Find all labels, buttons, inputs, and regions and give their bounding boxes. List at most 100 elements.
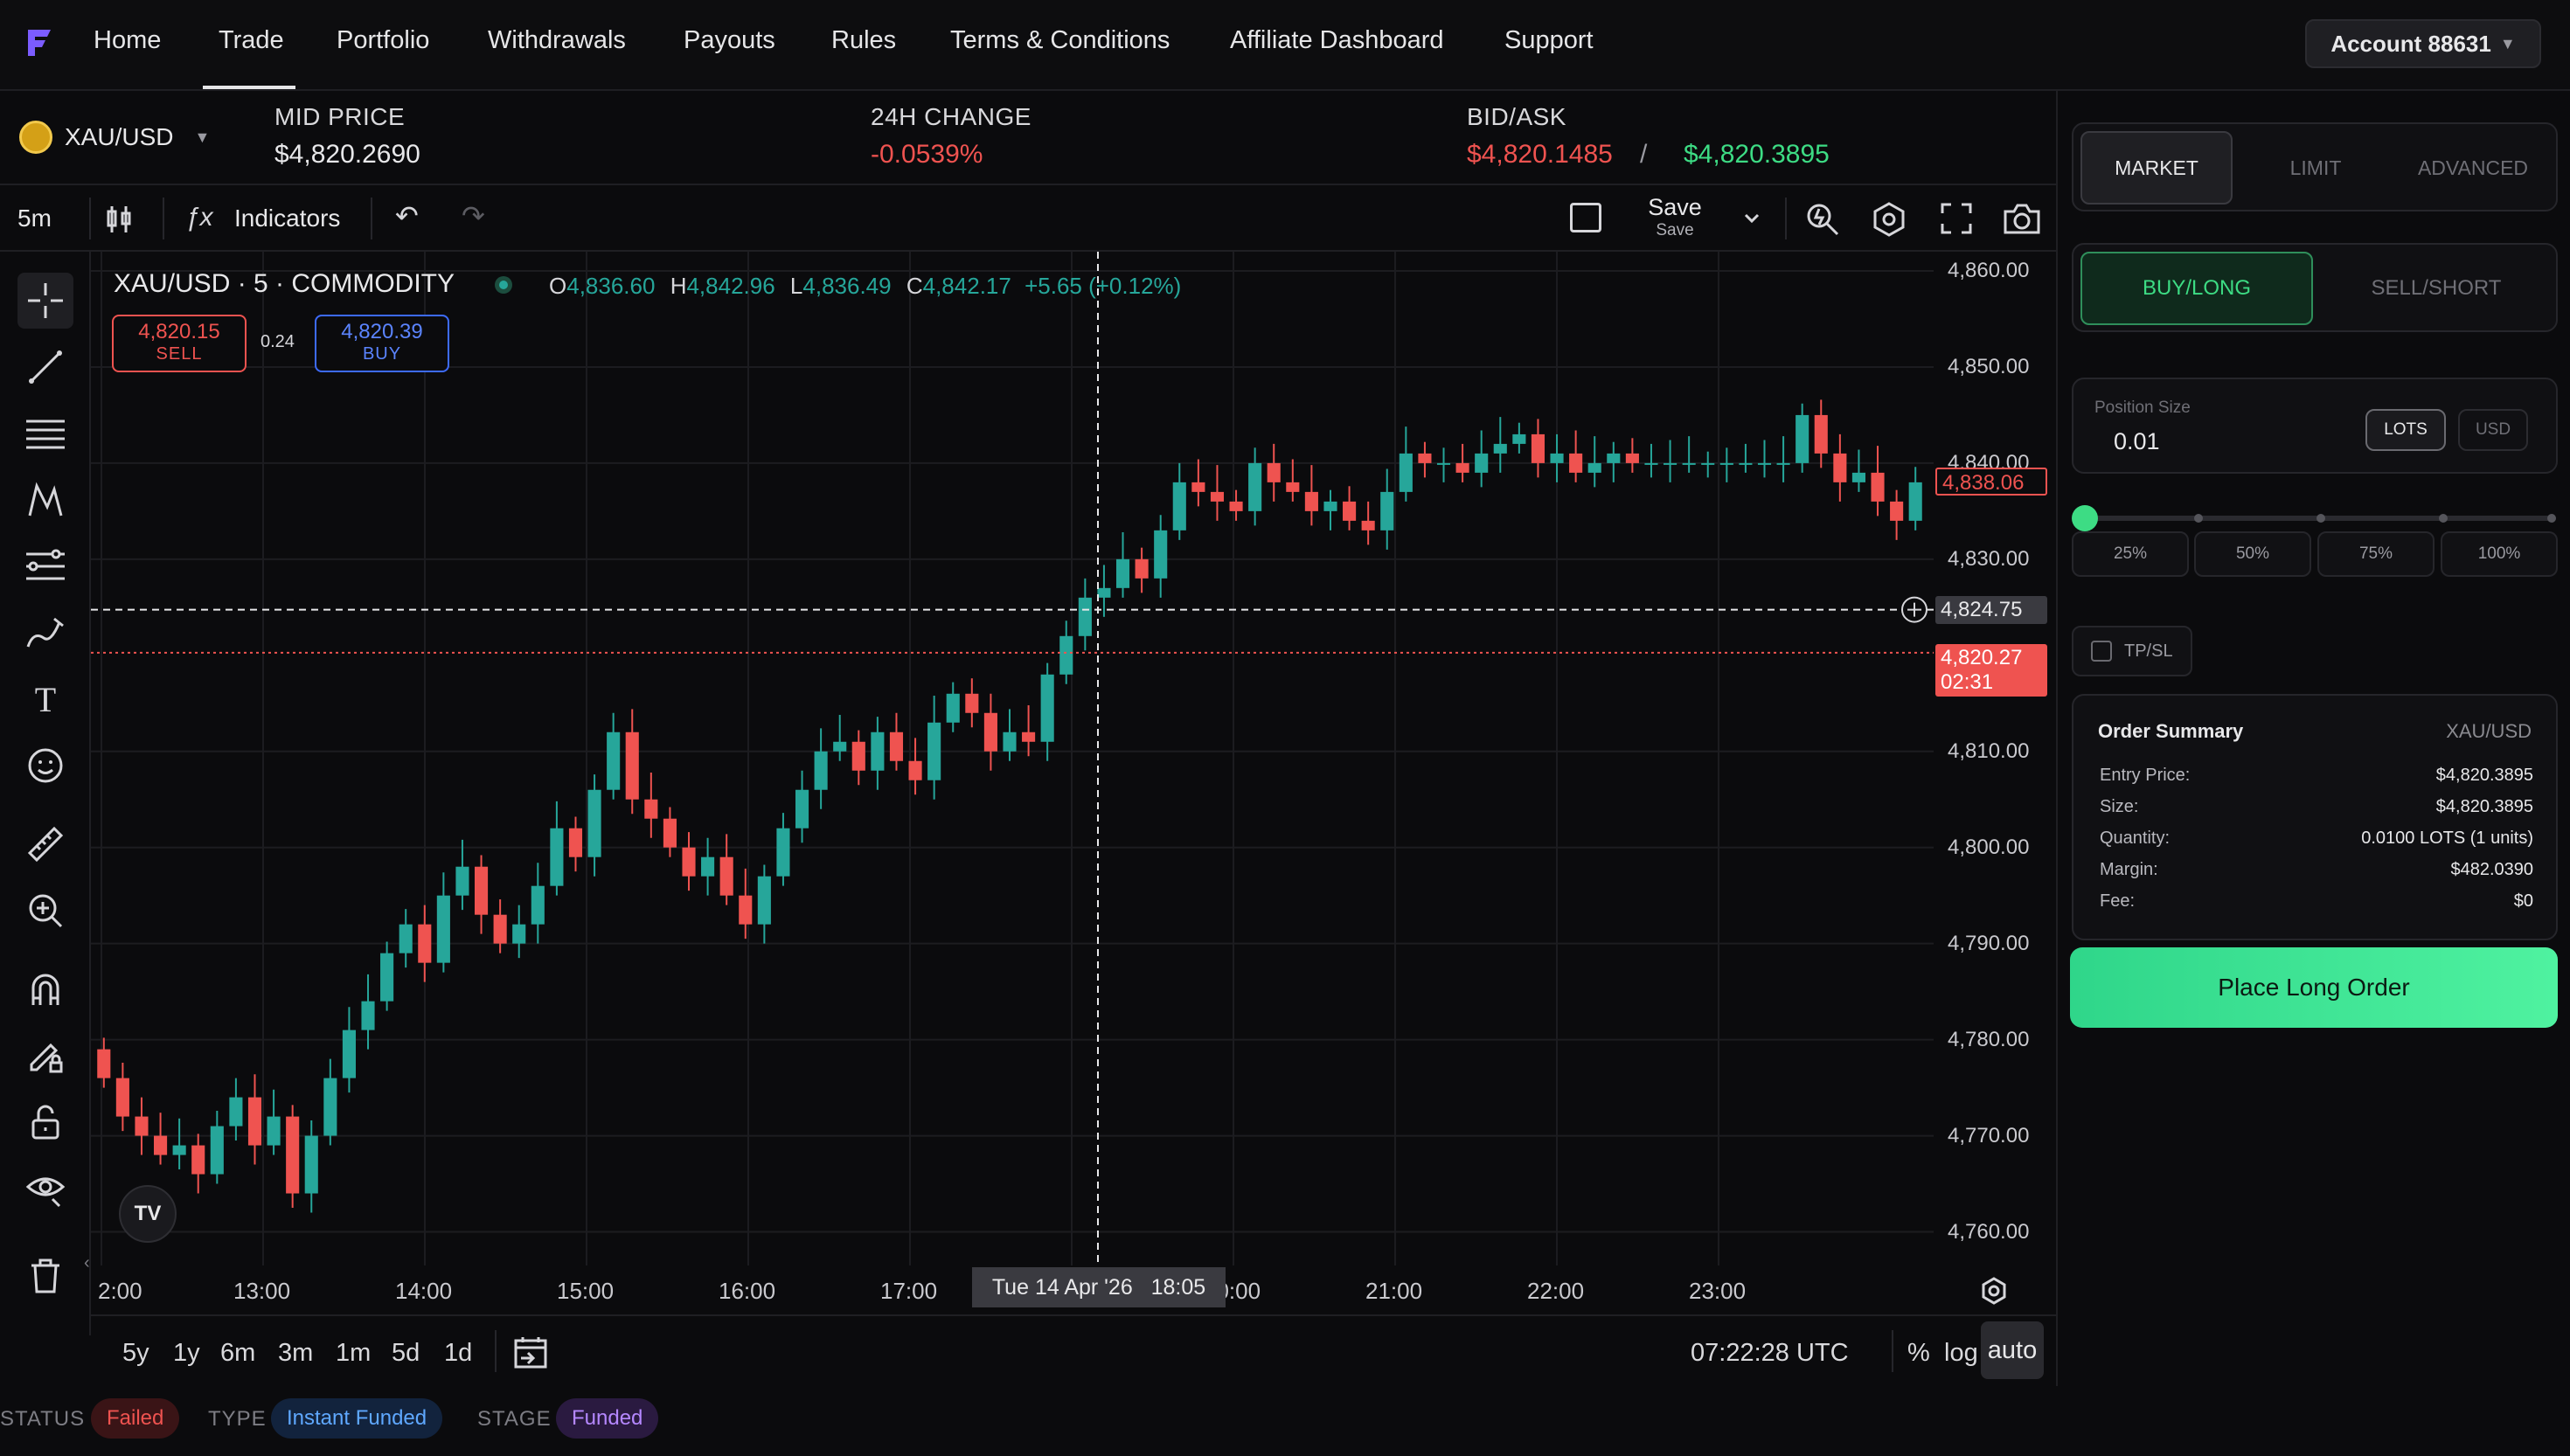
candle-body bbox=[550, 828, 564, 886]
redo-icon[interactable]: ↷ bbox=[462, 200, 485, 232]
position-size-slider[interactable] bbox=[2072, 503, 2558, 533]
tpsl-checkbox[interactable] bbox=[2091, 641, 2112, 662]
trash-icon[interactable] bbox=[17, 1248, 73, 1304]
interval-selector[interactable]: 5m bbox=[17, 205, 52, 232]
slider-thumb[interactable] bbox=[2072, 505, 2098, 531]
nav-withdrawals[interactable]: Withdrawals bbox=[488, 26, 626, 54]
symbol-label: XAU/USD bbox=[65, 123, 174, 150]
magnet-icon[interactable] bbox=[17, 961, 73, 1017]
range-1m[interactable]: 1m bbox=[336, 1339, 372, 1367]
brand-logo-icon[interactable] bbox=[24, 24, 54, 59]
percent-50-button[interactable]: 50% bbox=[2194, 531, 2311, 577]
save-sublabel: Save bbox=[1656, 221, 1694, 239]
settings-icon[interactable] bbox=[1871, 201, 1907, 238]
candle-body bbox=[757, 876, 771, 925]
lock-drawing-icon[interactable] bbox=[17, 1028, 73, 1084]
candle-body bbox=[115, 1078, 129, 1117]
horizontal-lines-icon[interactable] bbox=[17, 406, 73, 461]
brush-icon[interactable] bbox=[17, 605, 73, 661]
range-5d[interactable]: 5d bbox=[392, 1339, 420, 1367]
change-value: -0.0539% bbox=[871, 140, 983, 169]
price-chart[interactable] bbox=[91, 252, 1934, 1265]
account-status-bar: STATUS Failed TYPE Instant Funded STAGE … bbox=[0, 1384, 2056, 1456]
stage-badge: Funded bbox=[556, 1398, 659, 1439]
crosshair-icon[interactable] bbox=[17, 273, 73, 329]
last-price-label: 4,838.06 bbox=[1935, 468, 2047, 496]
summary-row-entry: Entry Price: $4,820.3895 bbox=[2100, 766, 2533, 786]
trend-line-icon[interactable] bbox=[17, 339, 73, 395]
nav-payouts[interactable]: Payouts bbox=[684, 26, 775, 54]
position-size-input[interactable]: 0.01 bbox=[2114, 428, 2160, 454]
current-price-value: 4,820.27 bbox=[1941, 645, 2023, 669]
percent-toggle[interactable]: % bbox=[1907, 1339, 1930, 1367]
nav-home[interactable]: Home bbox=[94, 26, 162, 54]
high-value: 4,842.96 bbox=[686, 273, 775, 299]
ruler-icon[interactable] bbox=[17, 816, 73, 872]
collapse-toolbar-icon[interactable]: ‹ bbox=[84, 1253, 90, 1272]
tab-market[interactable]: MARKET bbox=[2080, 131, 2233, 205]
nav-affiliate-dashboard[interactable]: Affiliate Dashboard bbox=[1230, 26, 1444, 54]
fullscreen-icon[interactable] bbox=[1939, 201, 1974, 236]
prediction-icon[interactable] bbox=[17, 538, 73, 594]
nav-portfolio[interactable]: Portfolio bbox=[337, 26, 430, 54]
nav-support[interactable]: Support bbox=[1504, 26, 1594, 54]
auto-scale-toggle[interactable]: auto bbox=[1981, 1321, 2044, 1379]
quick-buy-button[interactable]: 4,820.39 BUY bbox=[315, 315, 449, 372]
log-toggle[interactable]: log bbox=[1944, 1339, 1978, 1367]
tab-limit[interactable]: LIMIT bbox=[2289, 156, 2342, 179]
symbol-selector[interactable]: XAU/USD ▼ bbox=[19, 121, 210, 154]
axis-settings-icon[interactable] bbox=[1979, 1276, 2009, 1306]
zoom-in-icon[interactable] bbox=[17, 883, 73, 939]
ohlc-readout: O4,836.60 H4,842.96 L4,836.49 C4,842.17 … bbox=[549, 273, 1181, 300]
chevron-down-icon[interactable] bbox=[1743, 210, 1761, 227]
candle-body bbox=[1248, 462, 1262, 511]
layout-icon[interactable] bbox=[1570, 203, 1601, 232]
go-to-date-icon[interactable] bbox=[512, 1334, 549, 1370]
unlock-icon[interactable] bbox=[17, 1094, 73, 1150]
quick-search-icon[interactable] bbox=[1804, 201, 1841, 238]
crosshair-time-label: Tue 14 Apr '26 18:05 bbox=[972, 1267, 1226, 1307]
candle-body bbox=[493, 914, 507, 944]
time-tick-label: 15:00 bbox=[557, 1278, 615, 1304]
tab-buy-long[interactable]: BUY/LONG bbox=[2080, 252, 2313, 325]
summary-value: $482.0390 bbox=[2450, 860, 2533, 879]
candle-body bbox=[455, 866, 469, 896]
pattern-icon[interactable] bbox=[17, 472, 73, 528]
nav-rules[interactable]: Rules bbox=[831, 26, 897, 54]
time-axis[interactable]: 2:0013:0014:0015:0016:0017:009:0020:0021… bbox=[91, 1265, 2056, 1314]
candle-style-icon[interactable] bbox=[103, 203, 136, 236]
range-1y[interactable]: 1y bbox=[173, 1339, 200, 1367]
range-6m[interactable]: 6m bbox=[220, 1339, 256, 1367]
summary-row-fee: Fee: $0 bbox=[2100, 891, 2533, 912]
unit-usd-button[interactable]: USD bbox=[2458, 409, 2528, 451]
candle-body bbox=[399, 924, 413, 953]
summary-row-quantity: Quantity: 0.0100 LOTS (1 units) bbox=[2100, 829, 2533, 849]
tradingview-logo-icon[interactable]: TV bbox=[119, 1185, 177, 1243]
unit-lots-button[interactable]: LOTS bbox=[2365, 409, 2446, 451]
indicators-button[interactable]: Indicators bbox=[234, 205, 341, 232]
range-5y[interactable]: 5y bbox=[122, 1339, 149, 1367]
range-3m[interactable]: 3m bbox=[278, 1339, 314, 1367]
undo-icon[interactable]: ↶ bbox=[395, 200, 419, 232]
tab-sell-short[interactable]: SELL/SHORT bbox=[2371, 276, 2502, 300]
place-order-button[interactable]: Place Long Order bbox=[2070, 947, 2558, 1028]
percent-25-button[interactable]: 25% bbox=[2072, 531, 2189, 577]
percent-100-button[interactable]: 100% bbox=[2441, 531, 2558, 577]
nav-trade[interactable]: Trade bbox=[219, 26, 284, 54]
range-1d[interactable]: 1d bbox=[444, 1339, 473, 1367]
tpsl-toggle[interactable]: TP/SL bbox=[2072, 626, 2192, 676]
percent-75-button[interactable]: 75% bbox=[2317, 531, 2435, 577]
camera-icon[interactable] bbox=[2002, 201, 2042, 236]
emoji-icon[interactable] bbox=[17, 738, 73, 794]
save-button[interactable]: Save Save bbox=[1647, 194, 1703, 240]
side-tabs: BUY/LONG SELL/SHORT bbox=[2072, 243, 2558, 332]
quick-sell-button[interactable]: 4,820.15 SELL bbox=[112, 315, 247, 372]
utc-clock[interactable]: 07:22:28 UTC bbox=[1691, 1339, 1849, 1367]
eye-icon[interactable] bbox=[17, 1161, 73, 1217]
nav-terms[interactable]: Terms & Conditions bbox=[950, 26, 1170, 54]
price-axis[interactable]: 4,860.00 4,850.00 4,840.00 4,830.00 4,810.00… bbox=[1934, 252, 2056, 1265]
tab-advanced[interactable]: ADVANCED bbox=[2417, 156, 2529, 179]
candle-body bbox=[908, 760, 922, 780]
text-tool-icon[interactable]: T bbox=[34, 679, 57, 719]
account-selector-button[interactable]: Account 88631 ▼ bbox=[2305, 19, 2541, 68]
